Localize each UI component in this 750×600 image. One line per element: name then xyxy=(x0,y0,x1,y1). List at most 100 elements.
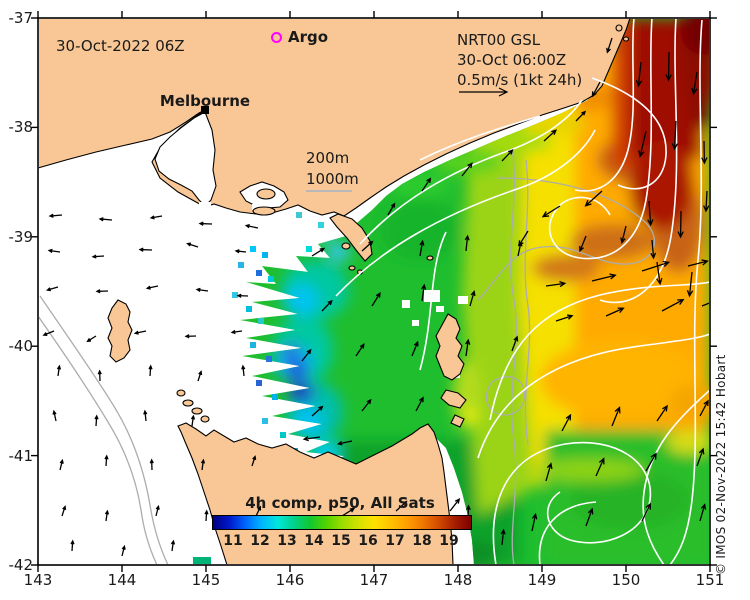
current-vector-arrow xyxy=(197,370,203,382)
current-vector-arrow xyxy=(656,261,663,286)
current-vector-arrow xyxy=(59,458,64,471)
current-vector-arrow xyxy=(104,509,110,522)
current-vector-arrow xyxy=(45,286,59,292)
wilsons-prom xyxy=(329,213,373,262)
current-vector-arrow xyxy=(419,239,425,257)
argo-marker xyxy=(271,32,282,43)
current-vector-arrow xyxy=(575,110,587,122)
current-vector-arrow xyxy=(91,254,105,259)
current-vector-arrow xyxy=(641,502,651,522)
current-vector-arrow xyxy=(555,314,574,322)
current-vector-arrow xyxy=(650,239,657,260)
current-vector-arrow xyxy=(234,249,247,254)
melbourne-marker xyxy=(201,106,209,114)
cape-barren-island xyxy=(440,389,467,409)
current-vector-arrow xyxy=(687,259,709,267)
current-vector-arrow xyxy=(302,436,321,442)
isobath-1000m: 1000m xyxy=(306,170,359,188)
current-vector-arrow xyxy=(149,458,154,471)
axis-ticks xyxy=(31,11,717,572)
colorbar-tick-label: 18 xyxy=(412,533,432,549)
current-vector-arrow xyxy=(145,285,159,290)
current-vector-arrow xyxy=(415,396,424,412)
clarke-island xyxy=(450,414,465,428)
current-vector-arrow xyxy=(94,414,99,427)
current-vector-arrow xyxy=(691,71,698,96)
gsl-streamlines xyxy=(335,19,709,564)
reference-arrow xyxy=(459,87,509,97)
x-tick-label: 147 xyxy=(359,571,389,589)
current-vector-arrow xyxy=(531,512,538,532)
current-vector-arrow xyxy=(341,507,356,517)
colorbar-tick-label: 15 xyxy=(331,533,351,549)
current-vector-arrow xyxy=(321,299,333,312)
current-vector-arrow xyxy=(97,369,102,382)
current-vector-arrow xyxy=(500,528,506,546)
isobath-200m: 200m xyxy=(306,149,350,167)
current-vector-arrow xyxy=(149,215,163,220)
gsl-line2: 30-Oct 06:00Z xyxy=(457,51,567,69)
colorbar-tick-label: 19 xyxy=(439,533,459,549)
x-tick-label: 151 xyxy=(695,571,725,589)
current-vector-arrow xyxy=(641,260,671,272)
current-vector-arrow xyxy=(133,330,147,335)
current-vector-arrow xyxy=(104,454,109,467)
x-tick-label: 148 xyxy=(443,571,473,589)
current-vector-arrow xyxy=(638,130,647,158)
current-vector-arrow xyxy=(121,544,126,557)
current-vector-arrow xyxy=(518,230,529,247)
current-vector-arrow xyxy=(465,338,471,357)
current-vector-arrow xyxy=(703,190,709,213)
isobath-legend: 200m 1000m xyxy=(306,148,359,190)
y-tick-label: -39 xyxy=(8,227,34,246)
current-vector-arrow xyxy=(699,503,707,522)
current-vector-arrow xyxy=(190,414,196,427)
current-vector-arrow xyxy=(591,273,617,282)
current-vector-arrow xyxy=(656,404,668,422)
current-vector-arrow xyxy=(301,348,312,362)
current-vector-arrow xyxy=(635,61,643,88)
current-vector-arrow xyxy=(671,120,678,151)
x-tick-label: 144 xyxy=(107,571,137,589)
current-vector-arrow xyxy=(661,299,685,312)
current-vector-arrow xyxy=(461,162,473,177)
current-vector-arrow xyxy=(620,225,627,244)
current-vector-arrow xyxy=(511,335,519,352)
current-vector-arrow xyxy=(421,177,432,192)
current-vector-arrow xyxy=(70,539,75,552)
current-vector-arrow xyxy=(311,405,324,417)
current-vector-arrow xyxy=(42,330,55,337)
king-island xyxy=(107,299,133,363)
current-vector-arrow xyxy=(561,413,572,432)
current-vector-arrow xyxy=(170,539,176,552)
current-vector-arrow xyxy=(52,409,57,422)
current-vector-arrow xyxy=(591,81,601,98)
current-vector-arrow xyxy=(606,37,613,54)
current-vector-arrow xyxy=(311,247,326,257)
y-tick-label: -38 xyxy=(8,118,34,137)
gsl-line3: 0.5m/s (1kt 24h) xyxy=(457,71,583,89)
current-vector-arrow xyxy=(469,290,476,307)
current-vector-arrow xyxy=(138,247,153,252)
current-vector-arrow xyxy=(143,409,148,422)
current-vector-arrow xyxy=(148,364,153,377)
colorbar-gradient xyxy=(212,515,472,530)
current-vector-arrow xyxy=(204,509,209,522)
current-vector-arrow xyxy=(411,340,419,357)
current-vector-arrow xyxy=(361,240,374,252)
current-vector-arrow xyxy=(355,343,365,357)
current-vector-arrow xyxy=(665,51,672,82)
current-vector-arrow xyxy=(255,505,262,517)
phillip-island xyxy=(252,206,276,216)
current-vector-arrow xyxy=(543,129,558,142)
x-tick-label: 143 xyxy=(23,571,53,589)
argo-label: Argo xyxy=(288,28,329,46)
current-vector-arrow xyxy=(155,504,160,517)
x-tick-label: 149 xyxy=(527,571,557,589)
current-vector-arrow xyxy=(361,398,372,412)
current-vector-arrow xyxy=(584,190,603,207)
port-phillip-bay xyxy=(154,111,217,207)
x-tick-label: 145 xyxy=(191,571,221,589)
